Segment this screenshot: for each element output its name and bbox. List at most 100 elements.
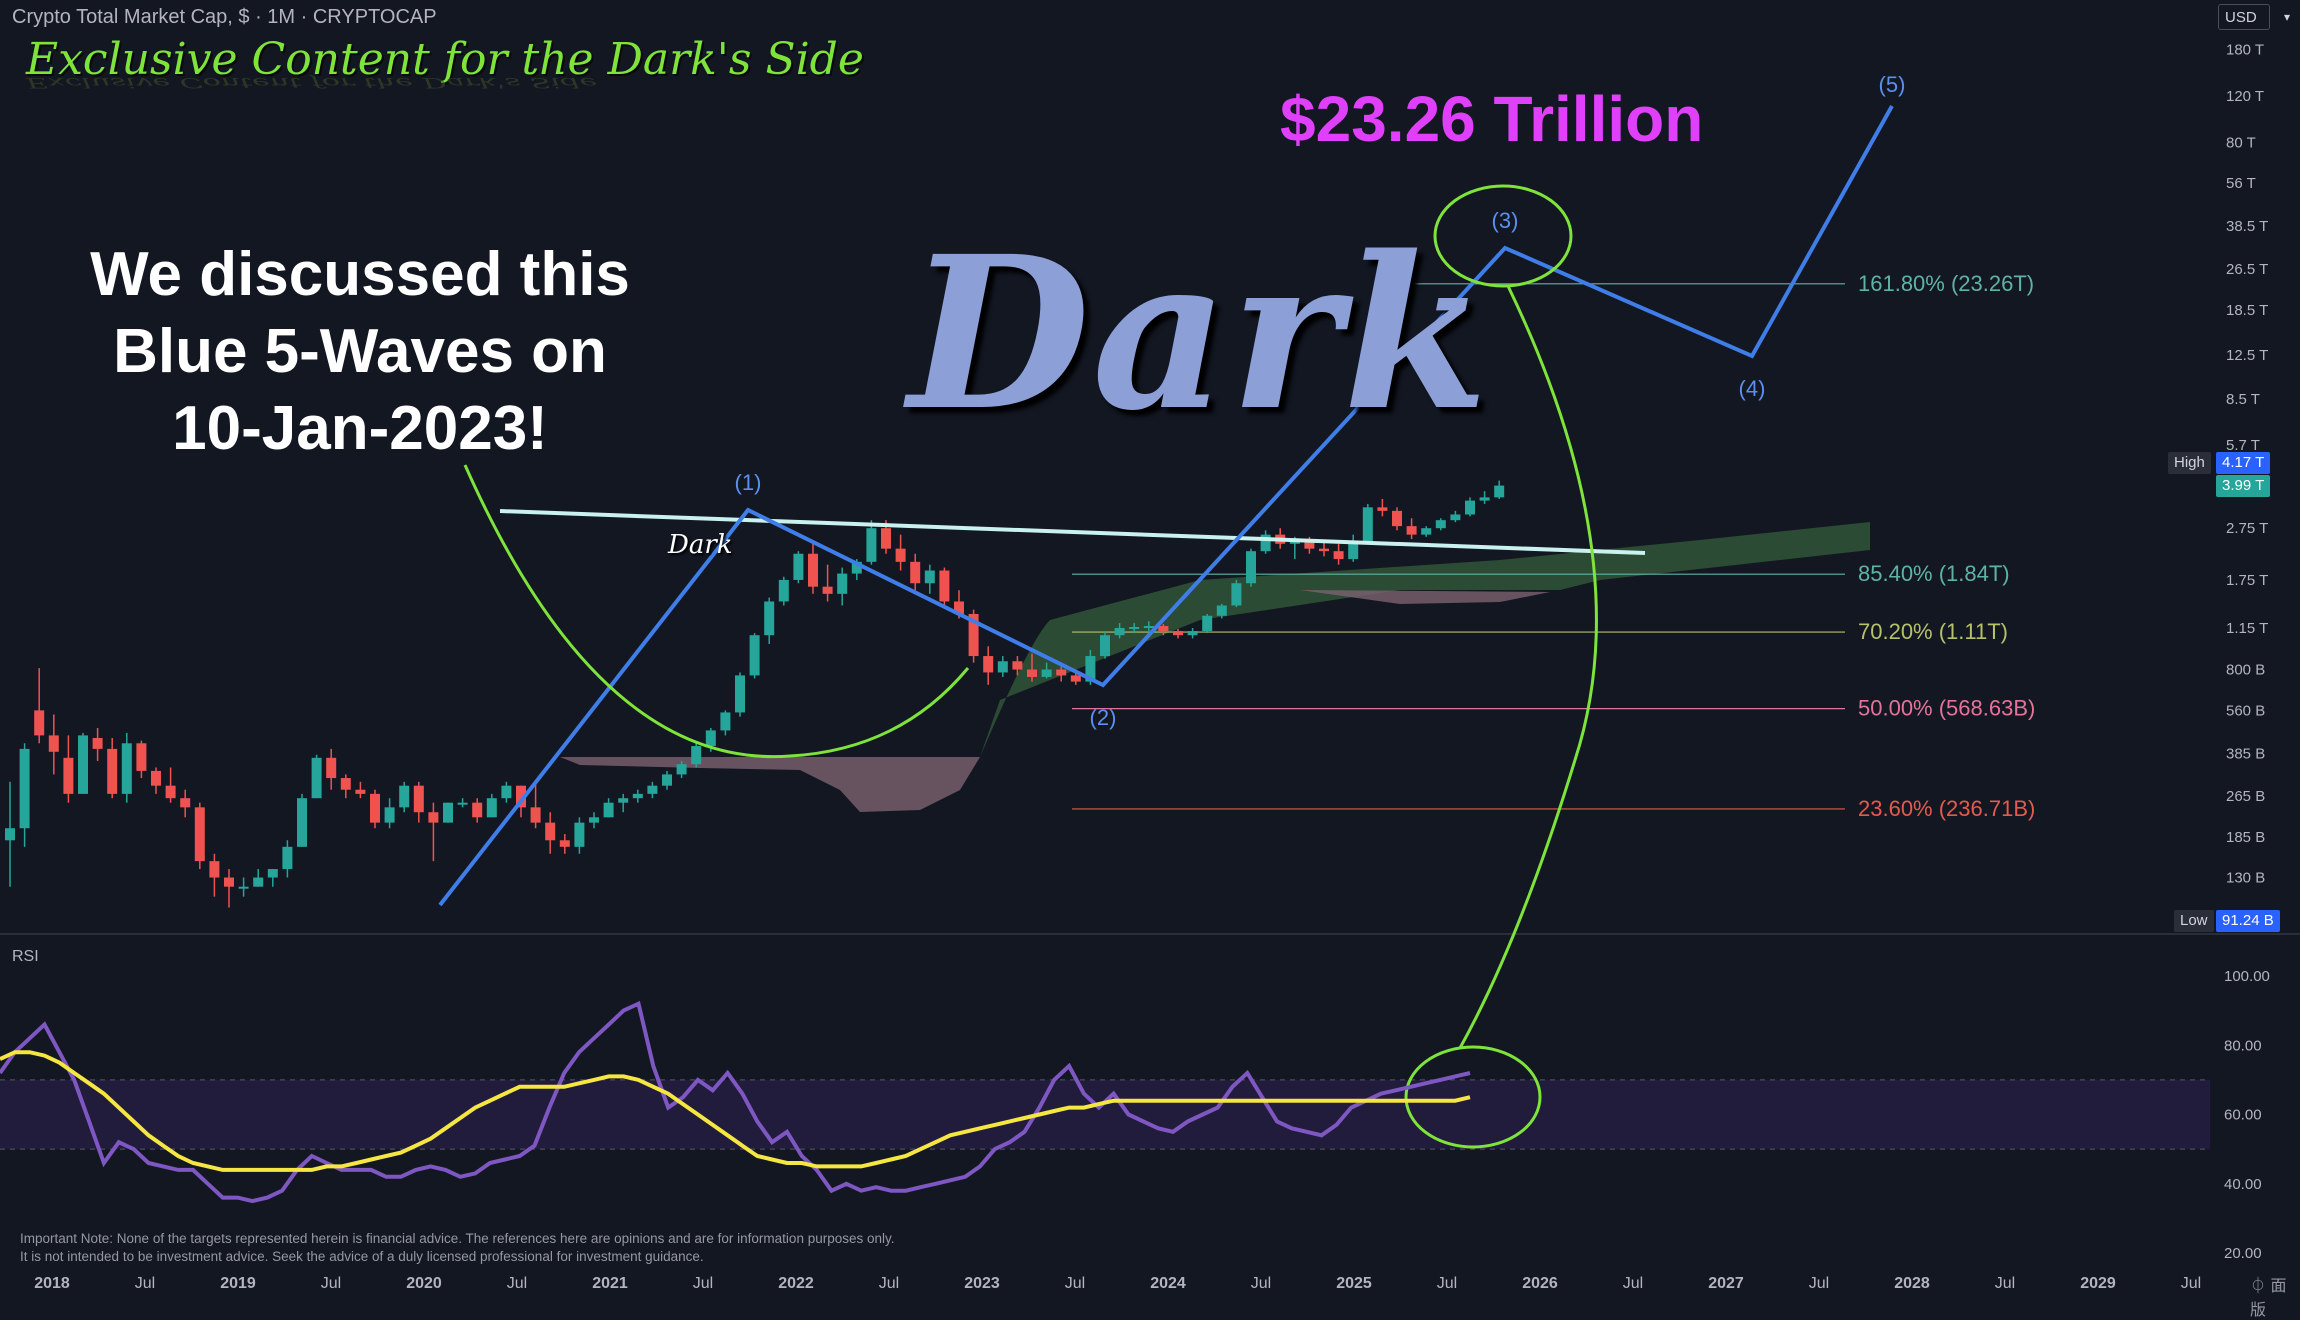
candle-body [530, 807, 541, 823]
rsi-tick-label: 100.00 [2224, 968, 2270, 985]
wave-label: (5) [1879, 72, 1906, 97]
time-tick-label: Jul [693, 1275, 713, 1292]
chevron-down-icon[interactable]: ▾ [2283, 10, 2291, 24]
candle-body [486, 798, 497, 818]
candle-body [545, 822, 556, 841]
candle-body [457, 802, 468, 805]
symbol-header: Crypto Total Market Cap, $ · 1M · CRYPTO… [12, 6, 437, 28]
candle-body [997, 661, 1008, 673]
candle-body [1377, 507, 1388, 511]
candle-body [851, 561, 862, 574]
neckline [499, 509, 1646, 555]
price-tick-label: 56 T [2226, 175, 2256, 192]
candle-body [983, 656, 994, 673]
candle-body [895, 548, 906, 562]
candle-body [516, 785, 526, 808]
wave-label: (4) [1739, 376, 1766, 401]
rsi-title: RSI [12, 948, 39, 965]
wave-label: (2) [1090, 705, 1117, 730]
dark-watermark: Dark [908, 210, 1491, 457]
ichimoku-cloud [560, 522, 1870, 812]
candle-body [1289, 541, 1300, 544]
time-tick-label: 2027 [1708, 1275, 1744, 1292]
price-tick-label: 8.5 T [2226, 391, 2260, 408]
candle-body [1056, 669, 1067, 676]
candle-body [1333, 551, 1344, 560]
candle-body [1231, 583, 1242, 606]
candle-body [1465, 500, 1475, 515]
time-tick-label: 2022 [778, 1275, 814, 1292]
candle-body [224, 877, 234, 887]
time-tick-label: Jul [1065, 1275, 1085, 1292]
price-tick-label: 2.75 T [2226, 520, 2268, 537]
candle-body [48, 735, 59, 752]
candle-body [924, 570, 935, 584]
candle-body [1406, 526, 1417, 535]
cloud-red-2 [1300, 590, 1550, 604]
connector-curve [1458, 285, 1598, 1049]
time-tick-label: 2024 [1150, 1275, 1186, 1292]
candle-body [954, 601, 964, 614]
currency-selector[interactable]: USD [2218, 4, 2270, 30]
candle-body [1187, 631, 1198, 636]
rsi-line [0, 1000, 1471, 1204]
candle-body [5, 828, 15, 841]
candle-body [1304, 541, 1315, 549]
candle-body [647, 785, 658, 794]
price-tick-label: 80 T [2226, 134, 2256, 151]
candle-body [297, 798, 307, 847]
time-tick-label: Jul [1809, 1275, 1829, 1292]
candle-body [1435, 520, 1446, 529]
candle-body [1041, 669, 1052, 677]
candle-body [691, 746, 702, 765]
cloud-green [980, 522, 1870, 757]
low-label: Low [2174, 910, 2214, 932]
candle-body [1158, 626, 1169, 632]
price-axis: 180 T 120 T 80 T 56 T 38.5 T 26.5 T 18.5 T 12.5… [2226, 42, 2268, 887]
candle-body [574, 822, 585, 847]
candle-body [1173, 631, 1183, 636]
rsi-series [0, 1000, 1471, 1204]
candle-body [253, 877, 264, 887]
time-tick-label: 2029 [2080, 1275, 2116, 1292]
candle-body [837, 573, 848, 594]
time-tick-label: 2026 [1522, 1275, 1558, 1292]
candle-body [121, 743, 132, 794]
price-tick-label: 1.75 T [2226, 572, 2268, 589]
fibonacci-levels: 161.80% (23.26T) 85.40% (1.84T) 70.20% (1.… [1072, 271, 2035, 821]
candle-body [282, 846, 293, 870]
candle-body [968, 613, 979, 657]
candle-body [1129, 627, 1140, 630]
candle-body [662, 774, 672, 786]
candle-body [1362, 507, 1373, 542]
price-tick-label: 385 B [2226, 745, 2265, 762]
exclusive-banner: Exclusive Content for the Dark's Side [26, 34, 864, 85]
candle-body [618, 798, 629, 803]
time-tick-label: 2021 [592, 1275, 628, 1292]
time-tick-label: Jul [135, 1275, 155, 1292]
candle-body [311, 757, 322, 799]
rsi-circle [1404, 1045, 1542, 1149]
price-tick-label: 38.5 T [2226, 218, 2268, 235]
candle-body [822, 586, 833, 594]
candle-body [676, 764, 687, 775]
candle-body [764, 601, 775, 636]
candle-body [720, 712, 731, 731]
rsi-tick-label: 80.00 [2224, 1037, 2262, 1054]
time-tick-label: 2018 [34, 1275, 70, 1292]
candle-body [1450, 514, 1461, 521]
last-price-badge: 3.99 T [2216, 475, 2271, 497]
candle-body [1479, 497, 1490, 501]
candle-body [136, 743, 147, 771]
price-tick-label: 130 B [2226, 870, 2265, 887]
candle-body [370, 793, 380, 823]
candle-body [910, 561, 921, 584]
candle-body [92, 737, 103, 749]
price-tick-label: 1.15 T [2226, 620, 2268, 637]
rsi-tick-label: 20.00 [2224, 1245, 2262, 1262]
rsi-axis: 100.00 80.00 60.00 40.00 20.00 [2224, 968, 2270, 1262]
elliott-wave-path [438, 105, 1894, 907]
candle-body [808, 553, 818, 587]
rsi-moving-average [0, 1050, 1471, 1172]
